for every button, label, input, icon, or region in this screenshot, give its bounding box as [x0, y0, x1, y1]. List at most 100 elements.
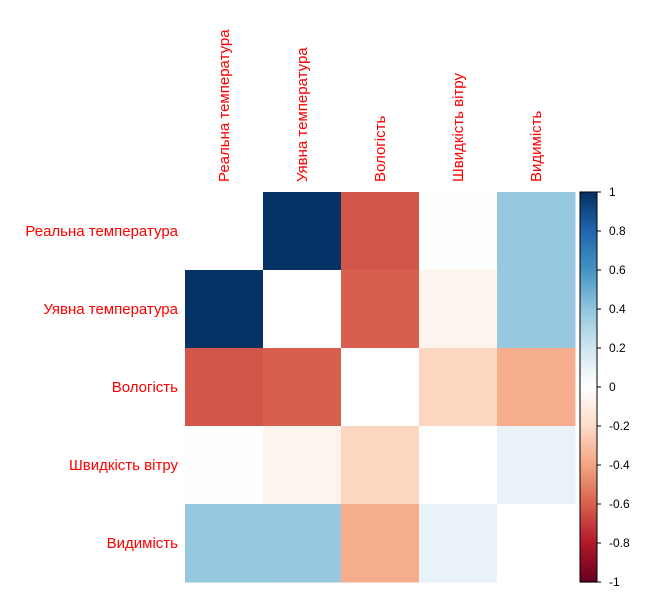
color-legend-segment: [580, 498, 597, 501]
color-legend-segment: [580, 478, 597, 482]
color-legend-segment: [580, 355, 597, 359]
color-legend-segment: [580, 527, 597, 530]
row-label: Реальна температура: [25, 223, 178, 240]
color-legend-tick-label: 0.4: [609, 302, 626, 316]
heatmap-cell: [185, 504, 264, 583]
color-legend-segment: [580, 546, 597, 550]
color-legend-segment: [580, 424, 597, 427]
color-legend-segment: [580, 433, 597, 437]
color-legend-segment: [580, 451, 597, 454]
color-legend-segment: [580, 359, 597, 363]
color-legend-segment: [580, 537, 597, 540]
color-legend-segment: [580, 502, 597, 505]
color-legend-segment: [580, 279, 597, 283]
row-label: Вологість: [112, 379, 178, 396]
color-legend-segment: [580, 394, 597, 398]
color-legend-tick-label: -0.2: [609, 419, 630, 433]
row-labels: Реальна температура Уявна температура Воло…: [25, 223, 178, 552]
column-label: Уявна температура: [294, 47, 311, 182]
color-legend-segment: [580, 580, 597, 583]
color-legend-segment: [580, 529, 597, 532]
color-legend-segment: [580, 346, 597, 349]
color-legend-segment: [580, 244, 597, 248]
column-labels: Реальна температура Уявна температура Воло…: [216, 29, 545, 182]
column-label: Швидкість вітру: [450, 73, 467, 182]
color-legend-segment: [580, 554, 597, 558]
color-legend-segment: [580, 480, 597, 484]
color-legend-segment: [580, 457, 597, 460]
color-legend-segment: [580, 439, 597, 443]
color-legend-segment: [580, 361, 597, 365]
color-legend-segment: [580, 320, 597, 324]
color-legend-segment: [580, 544, 597, 548]
color-legend-segment: [580, 234, 597, 238]
color-legend-segment: [580, 500, 597, 503]
color-legend-segment: [580, 295, 597, 298]
color-legend-segment: [580, 398, 597, 402]
color-legend-segment: [580, 418, 597, 421]
heatmap-cell: [185, 270, 264, 349]
color-legend-segment: [580, 225, 597, 228]
color-legend-segment: [580, 574, 597, 577]
color-legend-segment: [580, 431, 597, 435]
color-legend-segment: [580, 558, 597, 562]
color-legend-segment: [580, 422, 597, 425]
color-legend-segment: [580, 197, 597, 201]
color-legend-segment: [580, 505, 597, 509]
heatmap-cell: [341, 426, 420, 505]
color-legend-segment: [580, 301, 597, 304]
color-legend-segment: [580, 238, 597, 242]
heatmap-cell: [341, 192, 420, 271]
color-legend-segment: [580, 330, 597, 333]
color-legend-segment: [580, 443, 597, 447]
color-legend-segment: [580, 390, 597, 394]
heatmap-cell: [419, 426, 498, 505]
color-legend-segment: [580, 414, 597, 417]
color-legend-segment: [580, 381, 597, 384]
heatmap-cell: [263, 426, 342, 505]
heatmap-cell: [185, 192, 264, 271]
color-legend-segment: [580, 215, 597, 218]
row-label: Видимість: [107, 535, 179, 552]
color-legend-tick-label: -0.8: [609, 536, 630, 550]
color-legend-segment: [580, 515, 597, 519]
color-legend-segment: [580, 474, 597, 478]
color-legend-segment: [580, 340, 597, 343]
color-legend-segment: [580, 492, 597, 495]
color-legend-segment: [580, 209, 597, 213]
color-legend-segment: [580, 275, 597, 279]
color-legend-segment: [580, 254, 597, 257]
color-legend-segment: [580, 556, 597, 560]
color-legend-segment: [580, 441, 597, 445]
color-legend-segment: [580, 404, 597, 408]
color-legend-segment: [580, 388, 597, 392]
color-legend-segment: [580, 258, 597, 261]
color-legend-segment: [580, 465, 597, 468]
color-legend-segment: [580, 447, 597, 450]
color-legend-segment: [580, 429, 597, 433]
row-label: Швидкість вітру: [69, 457, 178, 474]
color-legend-segment: [580, 205, 597, 209]
color-legend-segment: [580, 223, 597, 226]
color-legend-tick-label: 0.2: [609, 341, 626, 355]
color-legend-segment: [580, 213, 597, 216]
color-legend-segment: [580, 521, 597, 525]
color-legend-segment: [580, 406, 597, 410]
color-legend-segment: [580, 326, 597, 330]
color-legend-segment: [580, 453, 597, 456]
color-legend-tick-label: 0.8: [609, 224, 626, 238]
color-legend-segment: [580, 303, 597, 306]
color-legend-segment: [580, 513, 597, 517]
color-legend-segment: [580, 463, 597, 466]
color-legend-segment: [580, 541, 597, 544]
color-legend-segment: [580, 281, 597, 285]
heatmap-cells: [185, 192, 576, 583]
color-legend-segment: [580, 248, 597, 252]
color-legend-tick-label: 0.6: [609, 263, 626, 277]
color-legend-segment: [580, 262, 597, 265]
color-legend-segment: [580, 416, 597, 419]
color-legend-segment: [580, 455, 597, 458]
color-legend-segment: [580, 291, 597, 294]
color-legend-tick-label: 1: [609, 185, 616, 199]
color-legend-segment: [580, 221, 597, 224]
